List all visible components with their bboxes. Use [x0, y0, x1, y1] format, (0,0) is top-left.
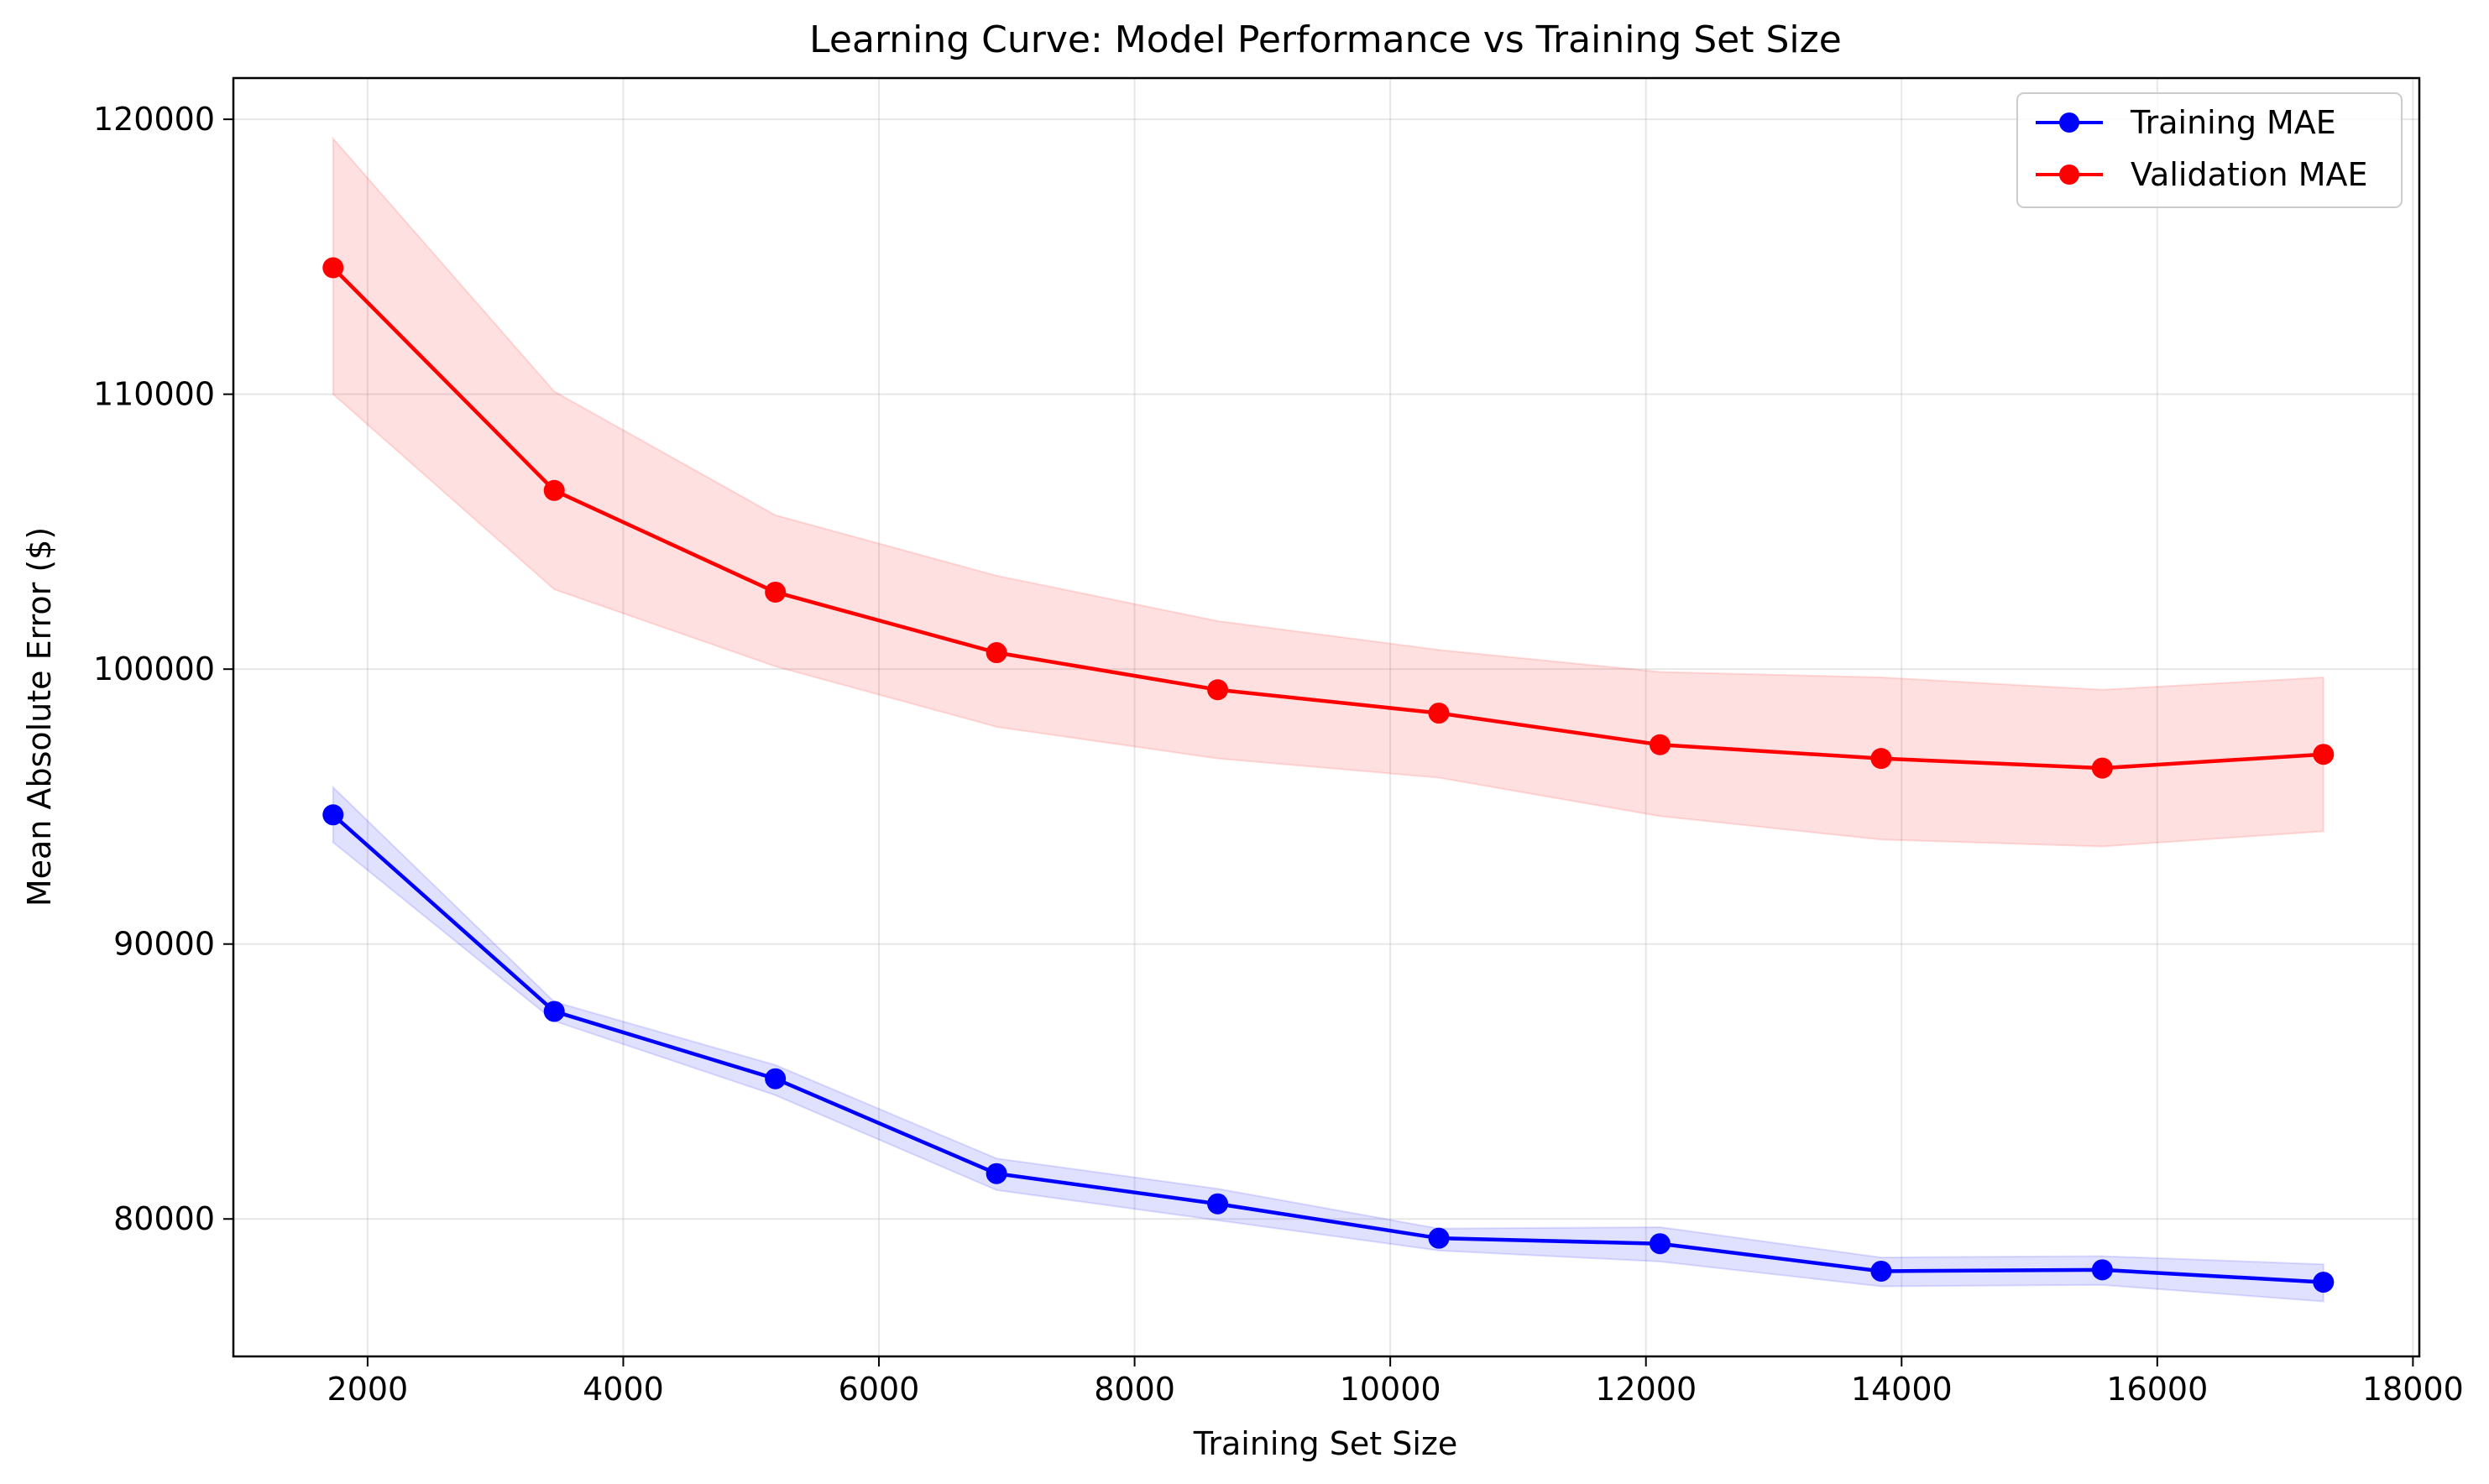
y-axis-ticks: 80000 90000 100000 110000 120000: [93, 101, 233, 1237]
training-point: [765, 1068, 787, 1089]
x-tick-label: 6000: [839, 1371, 920, 1408]
training-point: [1870, 1260, 1892, 1282]
legend-label: Training MAE: [2130, 104, 2336, 141]
y-tick-label: 90000: [113, 926, 215, 963]
validation-point: [1428, 703, 1450, 724]
training-line: [332, 813, 2324, 1284]
x-tick-label: 2000: [327, 1371, 409, 1408]
training-band: [332, 785, 2324, 1303]
x-tick-label: 10000: [1340, 1371, 1441, 1408]
chart-title: Learning Curve: Model Performance vs Tra…: [809, 18, 1842, 61]
x-tick-label: 16000: [2106, 1371, 2208, 1408]
validation-point: [986, 642, 1007, 664]
series-lines: [332, 266, 2324, 1284]
legend-swatch-marker: [2059, 165, 2079, 185]
legend-swatch-marker: [2059, 112, 2079, 133]
validation-point: [765, 581, 787, 603]
y-tick-label: 110000: [93, 376, 215, 413]
training-point: [322, 804, 344, 826]
validation-point: [1870, 748, 1892, 770]
training-point: [543, 1001, 565, 1022]
x-tick-label: 4000: [583, 1371, 664, 1408]
plot-area: 2000 4000 6000 8000 10000 12000 14000 16000 1800…: [93, 76, 2464, 1408]
validation-point: [2091, 757, 2113, 779]
confidence-bands: [332, 136, 2324, 1303]
validation-line: [332, 266, 2324, 771]
x-tick-label: 18000: [2362, 1371, 2464, 1408]
y-tick-label: 100000: [93, 651, 215, 687]
training-point: [986, 1163, 1007, 1184]
legend-entry-validation: Validation MAE: [2036, 156, 2368, 193]
y-tick-label: 80000: [113, 1200, 215, 1237]
y-tick-label: 120000: [93, 101, 215, 138]
x-tick-label: 14000: [1851, 1371, 1953, 1408]
validation-band: [332, 136, 2324, 848]
x-tick-label: 8000: [1094, 1371, 1175, 1408]
validation-point: [2313, 744, 2335, 766]
validation-point: [322, 257, 344, 279]
training-point: [2091, 1259, 2113, 1281]
y-axis-label: Mean Absolute Error ($): [21, 527, 58, 907]
legend-label: Validation MAE: [2131, 156, 2368, 193]
legend: Training MAE Validation MAE: [2016, 92, 2403, 208]
validation-point: [543, 479, 565, 501]
legend-box: [2016, 92, 2403, 208]
training-point: [1207, 1193, 1229, 1215]
training-point: [1649, 1233, 1671, 1255]
x-axis-ticks: 2000 4000 6000 8000 10000 12000 14000 16000 1800…: [327, 1356, 2464, 1408]
x-axis-label: Training Set Size: [1193, 1425, 1458, 1462]
training-point: [2313, 1272, 2335, 1293]
plot-frame: [232, 76, 2421, 1358]
series-points: [322, 257, 2335, 1293]
validation-point: [1207, 679, 1229, 701]
x-tick-label: 12000: [1595, 1371, 1697, 1408]
validation-point: [1649, 734, 1671, 755]
training-point: [1428, 1227, 1450, 1249]
legend-entry-training: Training MAE: [2036, 104, 2336, 141]
